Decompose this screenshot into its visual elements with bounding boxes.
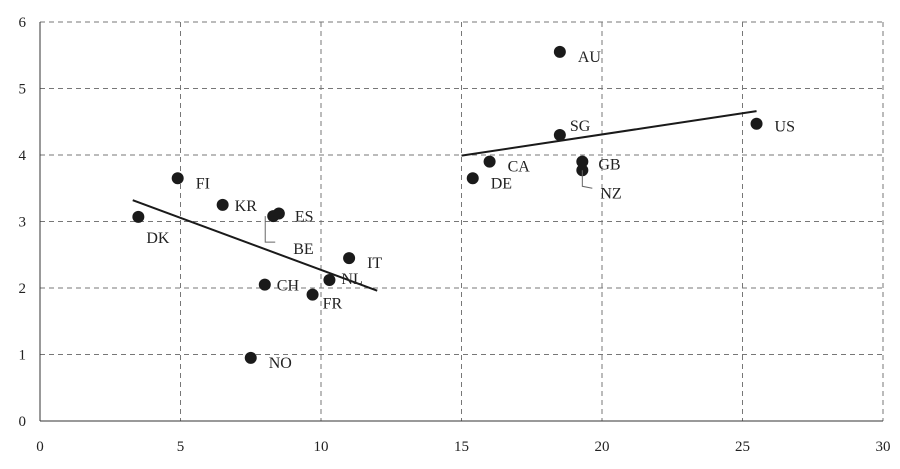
data-point-ca	[483, 155, 496, 168]
data-point-us	[750, 117, 763, 130]
y-tick-label: 3	[19, 215, 27, 231]
data-point-dk	[132, 210, 145, 223]
point-label-sg: SG	[570, 118, 591, 135]
y-tick-label: 5	[19, 82, 27, 98]
data-point-gb	[576, 155, 589, 168]
point-label-nz: NZ	[600, 185, 621, 202]
point-label-be: BE	[293, 241, 313, 258]
x-tick-label: 0	[36, 439, 44, 455]
data-point-sg	[553, 129, 566, 142]
y-tick-label: 6	[19, 15, 27, 31]
point-label-au: AU	[578, 49, 602, 66]
trendline-layer	[132, 110, 757, 292]
label-leader-line	[581, 170, 593, 189]
y-tick-label: 1	[19, 348, 27, 364]
point-label-ch: CH	[277, 278, 300, 295]
point-label-it: IT	[367, 255, 382, 272]
point-label-dk: DK	[146, 230, 170, 247]
point-label-fr: FR	[323, 296, 343, 313]
x-tick-label: 10	[314, 439, 329, 455]
data-point-fi	[171, 172, 184, 185]
label-leader-line	[264, 216, 276, 243]
point-label-ca: CA	[508, 159, 531, 176]
data-point-es	[272, 207, 285, 220]
data-point-kr	[216, 198, 229, 211]
point-label-fi: FI	[196, 175, 210, 192]
grid-layer	[40, 21, 884, 421]
point-label-gb: GB	[598, 157, 620, 174]
data-point-fr	[306, 288, 319, 301]
point-label-nl: NL	[341, 271, 362, 288]
point-label-us: US	[775, 119, 795, 136]
point-label-de: DE	[491, 175, 512, 192]
x-tick-label: 5	[177, 439, 185, 455]
data-point-no	[244, 351, 257, 364]
data-point-ch	[258, 278, 271, 291]
data-point-layer	[132, 45, 763, 364]
point-label-no: NO	[269, 355, 292, 372]
x-tick-label: 20	[595, 439, 610, 455]
point-label-kr: KR	[235, 198, 258, 215]
data-point-nl	[323, 274, 336, 287]
x-tick-label: 30	[876, 439, 891, 455]
trendline	[132, 199, 378, 292]
data-point-de	[466, 172, 479, 185]
trendline	[461, 110, 757, 157]
axis-layer: 0 5 10 15 20 25 30 0 1 2 3 4 5 6	[19, 15, 891, 455]
data-point-it	[343, 252, 356, 265]
x-tick-label: 15	[454, 439, 469, 455]
data-point-au	[553, 45, 566, 58]
x-tick-label: 25	[735, 439, 750, 455]
y-tick-label: 4	[19, 148, 27, 164]
y-tick-label: 0	[19, 414, 27, 430]
point-label-es: ES	[295, 209, 314, 226]
y-tick-label: 2	[19, 281, 27, 297]
